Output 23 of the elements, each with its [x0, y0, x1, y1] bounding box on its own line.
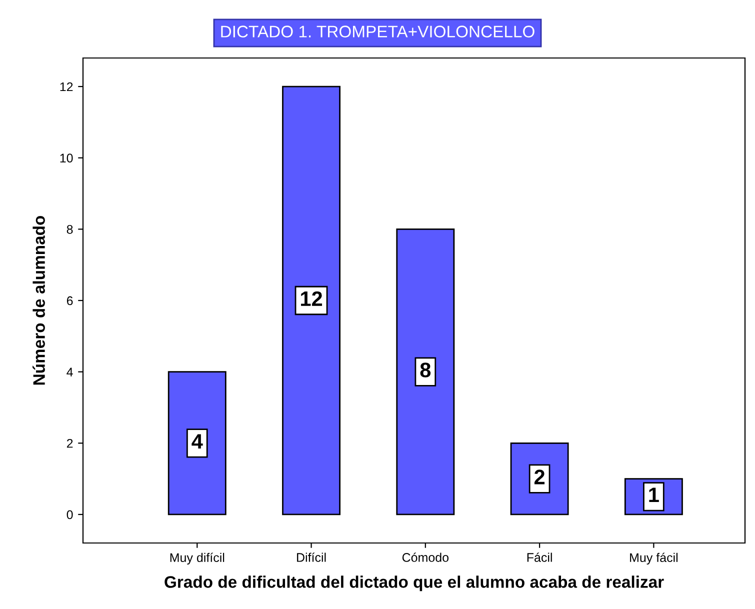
y-tick-label: 10 [60, 154, 73, 163]
x-tick-label: Difícil [297, 552, 326, 562]
y-tick-label: 4 [66, 368, 73, 376]
x-tick-label: Fácil [527, 552, 552, 562]
data-label: 12 [301, 291, 322, 306]
x-axis-title: Grado de dificultad del dictado que el alumno acaba de realizar [164, 576, 664, 592]
y-tick-label: 2 [66, 438, 73, 448]
bar [396, 228, 455, 516]
data-label: 1 [649, 488, 659, 502]
y-tick-label: 6 [66, 296, 73, 306]
x-tick-label: Muy fácil [630, 552, 678, 565]
y-tick-label: 8 [66, 224, 73, 234]
y-axis-title: Número de alumnado [32, 216, 45, 385]
chart-title: DICTADO 1. TROMPETA+VIOLONCELLO [221, 26, 534, 38]
x-tick-label: Muy difícil [170, 552, 224, 565]
x-tick-label: Cómodo [402, 552, 449, 562]
data-label: 2 [534, 470, 545, 484]
data-label: 4 [192, 434, 203, 449]
data-label: 8 [420, 362, 431, 378]
bar [168, 371, 226, 516]
y-tick-label: 0 [66, 510, 73, 520]
bar [282, 86, 341, 516]
y-tick-label: 12 [60, 82, 73, 92]
